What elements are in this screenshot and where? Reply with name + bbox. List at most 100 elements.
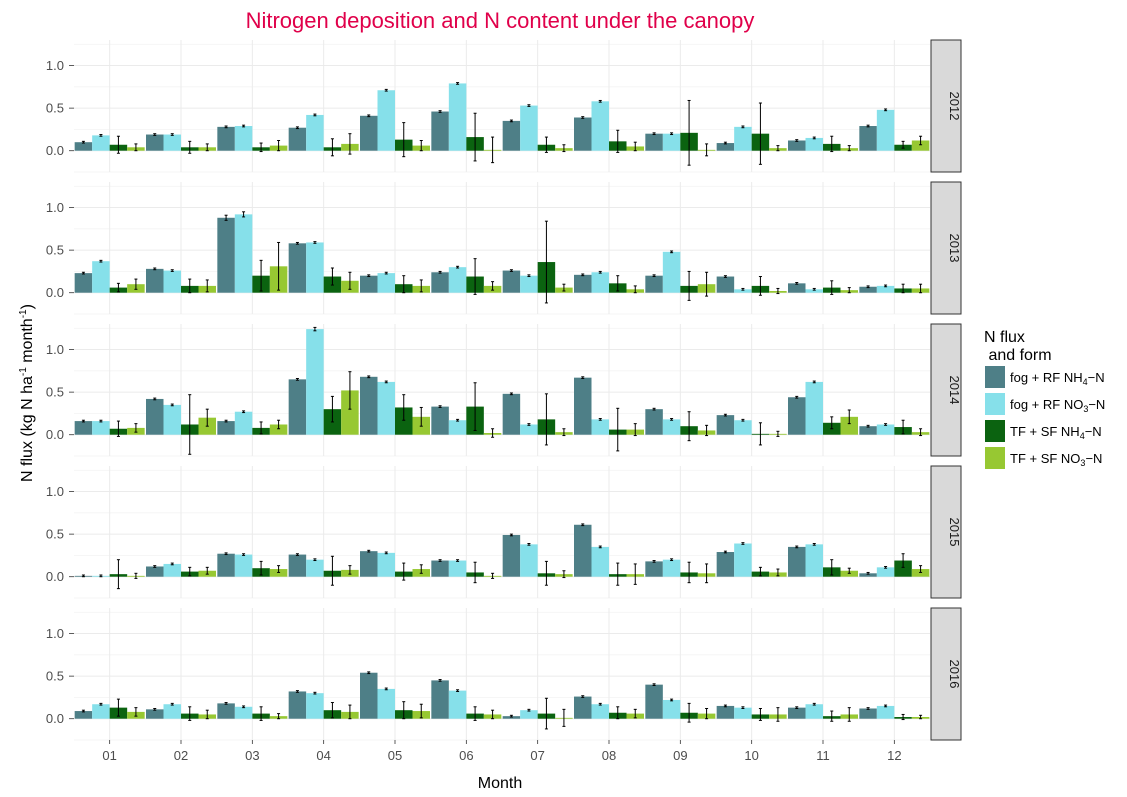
x-tick-label: 07	[530, 748, 544, 763]
y-tick-label: 1.0	[46, 200, 64, 215]
bar	[288, 554, 307, 577]
bar	[502, 393, 521, 435]
legend-item: fog + RF NO3−N	[985, 393, 1105, 415]
y-axis-ticks: 0.0 0.5 1.0	[46, 626, 74, 726]
chart-title: Nitrogen deposition and N content under …	[246, 8, 755, 33]
panel-2012: 0.0 0.5 1.0 2012	[46, 39, 962, 173]
bar	[92, 135, 110, 151]
legend-items: fog + RF NH4−N fog + RF NO3−N TF + SF NH4−…	[985, 366, 1105, 469]
bar	[217, 217, 235, 293]
minor-gridlines	[74, 469, 930, 599]
x-tick-label: 06	[459, 748, 473, 763]
bar	[306, 329, 324, 435]
bar	[876, 705, 895, 719]
bar	[306, 114, 324, 151]
y-tick-label: 0.0	[46, 143, 64, 158]
facet-strip-box	[930, 181, 962, 315]
panel-2013: 0.0 0.5 1.0 2013	[46, 181, 962, 315]
legend-key	[985, 366, 1005, 388]
bar	[859, 286, 877, 293]
minor-gridlines	[74, 327, 930, 457]
bar	[876, 567, 895, 577]
bar	[448, 420, 467, 435]
bar	[360, 376, 378, 435]
bar	[163, 270, 181, 293]
y-tick-label: 0.5	[46, 527, 64, 542]
bar	[894, 560, 912, 577]
y-tick-label: 0.5	[46, 101, 64, 116]
legend-label: TF + SF NH4−N	[1010, 424, 1102, 441]
y-tick-label: 0.5	[46, 243, 64, 258]
bar	[591, 704, 609, 719]
bar	[859, 573, 877, 577]
bar	[395, 407, 413, 435]
facet-strip-label: 2016	[947, 660, 962, 689]
bar	[217, 421, 235, 435]
legend-label: fog + RF NO3−N	[1010, 397, 1105, 414]
bar	[92, 261, 110, 293]
bar	[734, 420, 752, 435]
bar	[146, 709, 164, 719]
bar	[448, 690, 467, 719]
bar	[662, 559, 681, 577]
bar	[662, 699, 681, 719]
bar	[360, 672, 378, 719]
bar	[234, 126, 253, 151]
bar	[163, 404, 181, 435]
bar	[716, 705, 735, 719]
x-tick-label: 11	[816, 748, 830, 763]
bar	[734, 126, 752, 151]
bar	[163, 563, 181, 577]
error-bars	[81, 82, 923, 166]
y-tick-label: 1.0	[46, 484, 64, 499]
x-tick-label: 01	[102, 748, 116, 763]
bar	[377, 381, 395, 435]
bar	[92, 421, 110, 435]
legend-key	[985, 420, 1005, 442]
bar	[502, 534, 521, 577]
bar	[734, 543, 752, 577]
panel-background	[74, 466, 930, 598]
bar	[377, 552, 395, 577]
bar	[788, 140, 806, 151]
bar	[377, 90, 395, 151]
bar	[146, 134, 164, 151]
bar	[662, 133, 681, 151]
bar	[448, 83, 467, 151]
bar	[74, 421, 93, 435]
y-axis-ticks: 0.0 0.5 1.0	[46, 484, 74, 584]
bar	[448, 560, 467, 577]
bar	[306, 242, 324, 293]
bars	[74, 83, 930, 151]
bar	[645, 275, 663, 293]
legend-key	[985, 447, 1005, 469]
bar	[788, 397, 806, 435]
bar	[520, 544, 538, 577]
x-axis-title: Month	[478, 775, 522, 792]
bar	[645, 561, 663, 577]
x-axis: 01 02 03 04 05 06 07 08 09 10 11 12	[102, 740, 902, 763]
bar	[217, 703, 235, 719]
facet-strip-label: 2015	[947, 518, 962, 547]
bar	[876, 109, 895, 151]
bar	[716, 143, 735, 151]
bar	[591, 101, 609, 151]
bar	[859, 708, 877, 719]
bar	[431, 680, 449, 719]
x-tick-label: 04	[316, 748, 330, 763]
bar	[360, 275, 378, 293]
legend-label: TF + SF NO3−N	[1010, 451, 1102, 468]
bar	[341, 390, 359, 435]
legend-key	[985, 393, 1005, 415]
bar	[574, 696, 592, 719]
bar	[360, 115, 378, 151]
legend-item: TF + SF NO3−N	[985, 447, 1102, 469]
bar	[431, 111, 449, 151]
x-tick-label: 12	[887, 748, 901, 763]
y-axis-ticks: 0.0 0.5 1.0	[46, 58, 74, 158]
minor-gridlines	[74, 43, 930, 173]
facet-strip: 2015	[930, 465, 962, 599]
bar	[645, 133, 663, 151]
y-tick-label: 0.5	[46, 669, 64, 684]
